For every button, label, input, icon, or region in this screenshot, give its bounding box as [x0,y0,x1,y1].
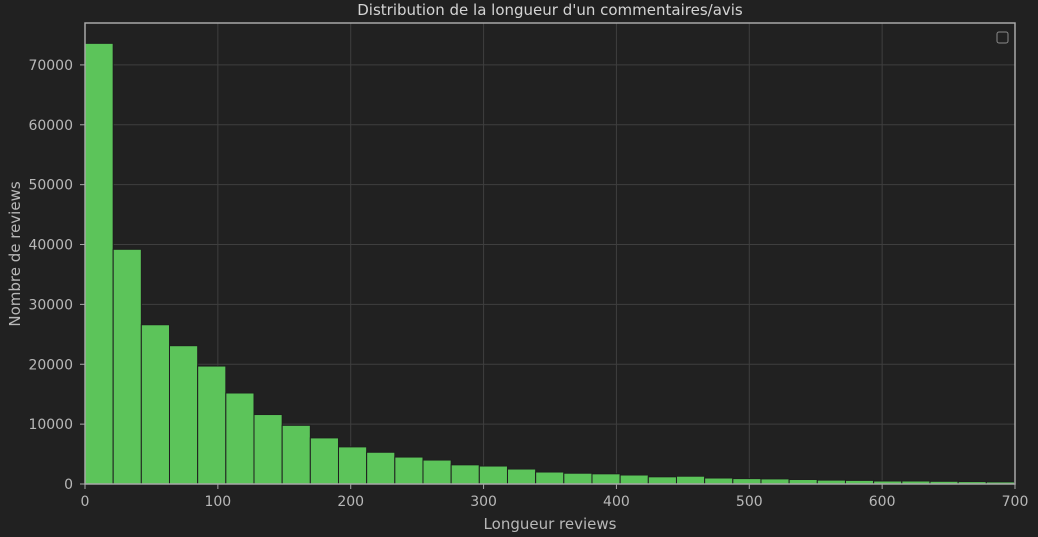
histogram-bar-2 [140,324,170,485]
x-tick-label: 100 [204,494,231,510]
histogram-bar-17 [563,472,593,485]
histogram-bar-16 [535,471,565,485]
y-axis-title: Nombre de reviews [6,181,24,326]
histogram-bar-15 [506,468,537,485]
histogram-bar-0 [84,42,114,485]
histogram-bar-5 [225,392,255,485]
histogram-bar-20 [647,476,677,485]
x-tick-label: 400 [603,494,630,510]
x-tick-label: 0 [81,494,90,510]
histogram-bar-19 [619,474,649,485]
x-tick-label: 300 [470,494,497,510]
y-tick-label: 30000 [28,297,73,313]
histogram-bar-7 [281,424,311,485]
histogram-bar-1 [112,248,142,485]
legend-box [996,31,1009,44]
y-tick-label: 40000 [28,238,73,254]
y-tick-label: 70000 [28,58,73,74]
y-tick-label: 20000 [28,357,73,373]
y-tick-label: 60000 [28,118,73,134]
histogram-bar-9 [337,446,368,485]
histogram-bar-23 [732,478,762,485]
histogram-bar-22 [704,477,734,485]
x-tick-label: 700 [1002,494,1029,510]
chart-title: Distribution de la longueur d'un comment… [357,1,743,19]
plot-frame [84,22,1016,485]
histogram-bar-18 [591,473,621,485]
histogram-bar-8 [309,437,339,485]
y-tick-label: 0 [64,477,73,493]
histogram-bar-12 [422,459,452,485]
x-tick-label: 500 [736,494,763,510]
grid [85,23,1015,484]
histogram-bar-14 [478,465,508,485]
histogram-bar-24 [760,478,790,485]
x-tick-label: 200 [337,494,364,510]
y-tick-label: 50000 [28,178,73,194]
ticks: 0 100 200 300 400 500 600 700 0 10000 20000 30000 40… [28,58,1028,510]
bars [84,42,1015,485]
histogram-bar-11 [394,456,424,485]
histogram-bar-10 [366,451,396,485]
histogram-bar-13 [450,464,480,485]
x-tick-label: 600 [869,494,896,510]
histogram-bar-6 [253,414,283,485]
y-tick-label: 10000 [28,417,73,433]
histogram-bar-21 [675,475,706,485]
histogram-bar-4 [197,365,227,485]
x-axis-title: Longueur reviews [484,515,617,533]
histogram-bar-3 [168,345,199,485]
